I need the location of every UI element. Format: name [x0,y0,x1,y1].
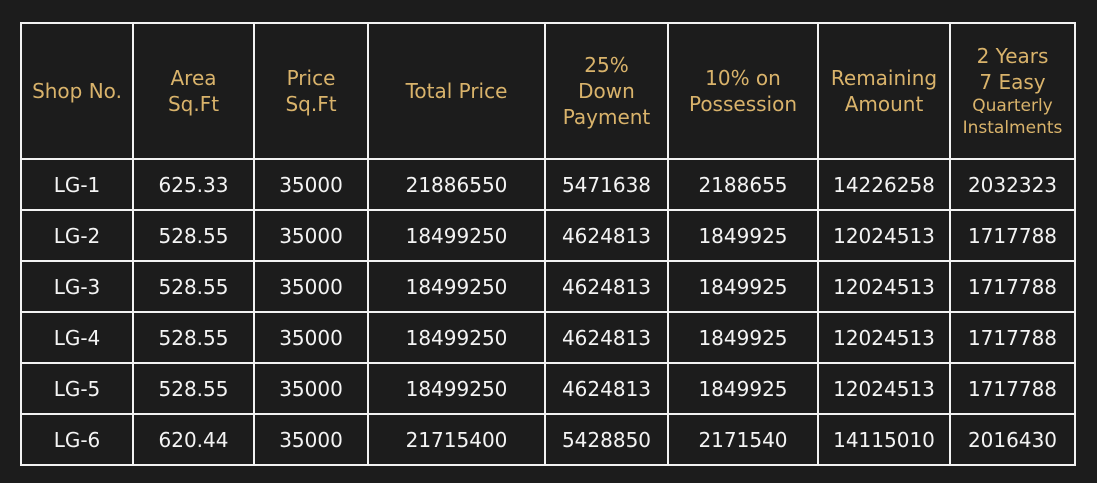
cell-remaining-amount: 12024513 [817,311,951,364]
cell-area: 528.55 [132,362,255,415]
cell-instalment: 1717788 [949,311,1076,364]
cell-down-payment: 4624813 [544,311,669,364]
cell-shop-no: LG-3 [20,260,134,313]
cell-possession: 2188655 [667,158,819,211]
cell-remaining-amount: 12024513 [817,260,951,313]
header-down-payment: 25% Down Payment [544,22,669,160]
header-shop-no: Shop No. [20,22,134,160]
cell-total-price: 18499250 [367,362,546,415]
cell-price-sqft: 35000 [253,260,369,313]
cell-instalment: 1717788 [949,260,1076,313]
table-row: LG-5 528.55 35000 18499250 4624813 18499… [20,362,1076,415]
header-instalments: 2 Years 7 Easy Quarterly Instalments [949,22,1076,160]
payment-plan-table: Shop No. Area Sq.Ft Price Sq.Ft Total Pr… [20,22,1076,466]
cell-total-price: 21715400 [367,413,546,466]
cell-shop-no: LG-5 [20,362,134,415]
cell-possession: 1849925 [667,362,819,415]
cell-area: 620.44 [132,413,255,466]
table-row: LG-6 620.44 35000 21715400 5428850 21715… [20,413,1076,466]
cell-shop-no: LG-4 [20,311,134,364]
table-row: LG-4 528.55 35000 18499250 4624813 18499… [20,311,1076,364]
cell-down-payment: 5471638 [544,158,669,211]
cell-total-price: 18499250 [367,260,546,313]
cell-remaining-amount: 14226258 [817,158,951,211]
header-remaining-amount: Remaining Amount [817,22,951,160]
cell-area: 528.55 [132,209,255,262]
cell-down-payment: 5428850 [544,413,669,466]
header-area: Area Sq.Ft [132,22,255,160]
cell-instalment: 1717788 [949,209,1076,262]
header-total-price: Total Price [367,22,546,160]
cell-possession: 1849925 [667,209,819,262]
cell-price-sqft: 35000 [253,413,369,466]
cell-instalment: 2032323 [949,158,1076,211]
cell-instalment: 1717788 [949,362,1076,415]
cell-price-sqft: 35000 [253,158,369,211]
cell-shop-no: LG-6 [20,413,134,466]
cell-total-price: 18499250 [367,209,546,262]
price-table-container: Shop No. Area Sq.Ft Price Sq.Ft Total Pr… [20,22,1076,466]
cell-possession: 1849925 [667,311,819,364]
cell-area: 528.55 [132,311,255,364]
cell-possession: 1849925 [667,260,819,313]
cell-total-price: 21886550 [367,158,546,211]
table-row: LG-3 528.55 35000 18499250 4624813 18499… [20,260,1076,313]
cell-area: 625.33 [132,158,255,211]
cell-remaining-amount: 12024513 [817,362,951,415]
cell-area: 528.55 [132,260,255,313]
table-row: LG-2 528.55 35000 18499250 4624813 18499… [20,209,1076,262]
table-body: LG-1 625.33 35000 21886550 5471638 21886… [20,158,1076,466]
header-row: Shop No. Area Sq.Ft Price Sq.Ft Total Pr… [20,22,1076,160]
cell-down-payment: 4624813 [544,209,669,262]
cell-total-price: 18499250 [367,311,546,364]
cell-shop-no: LG-1 [20,158,134,211]
cell-price-sqft: 35000 [253,362,369,415]
cell-price-sqft: 35000 [253,311,369,364]
cell-remaining-amount: 14115010 [817,413,951,466]
cell-shop-no: LG-2 [20,209,134,262]
cell-down-payment: 4624813 [544,260,669,313]
cell-possession: 2171540 [667,413,819,466]
table-row: LG-1 625.33 35000 21886550 5471638 21886… [20,158,1076,211]
cell-instalment: 2016430 [949,413,1076,466]
cell-remaining-amount: 12024513 [817,209,951,262]
cell-price-sqft: 35000 [253,209,369,262]
header-price-sqft: Price Sq.Ft [253,22,369,160]
table-header: Shop No. Area Sq.Ft Price Sq.Ft Total Pr… [20,22,1076,160]
header-possession: 10% on Possession [667,22,819,160]
cell-down-payment: 4624813 [544,362,669,415]
